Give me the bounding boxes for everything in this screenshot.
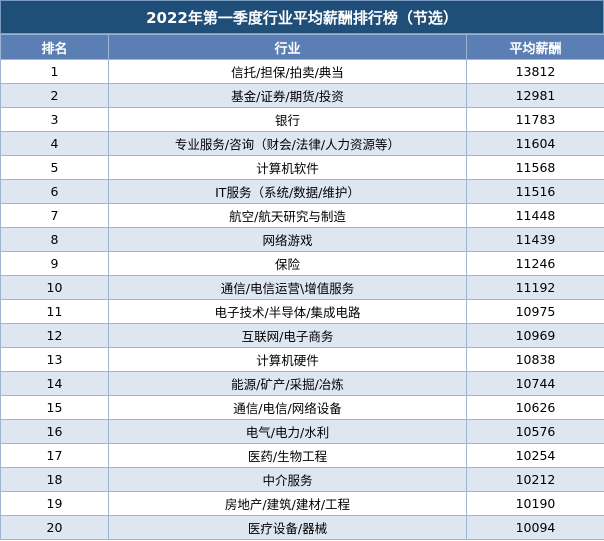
rank-cell: 9 bbox=[0, 251, 109, 276]
rank-cell: 16 bbox=[0, 419, 109, 444]
rank-cell: 14 bbox=[0, 371, 109, 396]
table-header-row: 排名 行业 平均薪酬 bbox=[0, 34, 604, 60]
salary-cell: 11516 bbox=[466, 179, 604, 204]
industry-cell: 信托/担保/拍卖/典当 bbox=[108, 59, 467, 84]
table-row: 8 网络游戏 11439 bbox=[0, 227, 604, 252]
industry-cell: IT服务（系统/数据/维护） bbox=[108, 179, 467, 204]
industry-cell: 计算机软件 bbox=[108, 155, 467, 180]
column-header-rank: 排名 bbox=[0, 34, 109, 60]
rank-cell: 1 bbox=[0, 59, 109, 84]
rank-cell: 17 bbox=[0, 443, 109, 468]
column-header-salary: 平均薪酬 bbox=[466, 34, 604, 60]
salary-cell: 10626 bbox=[466, 395, 604, 420]
rank-cell: 4 bbox=[0, 131, 109, 156]
industry-cell: 航空/航天研究与制造 bbox=[108, 203, 467, 228]
industry-cell: 电子技术/半导体/集成电路 bbox=[108, 299, 467, 324]
table-row: 4 专业服务/咨询（财会/法律/人力资源等） 11604 bbox=[0, 131, 604, 156]
industry-cell: 房地产/建筑/建材/工程 bbox=[108, 491, 467, 516]
rank-cell: 7 bbox=[0, 203, 109, 228]
salary-cell: 11604 bbox=[466, 131, 604, 156]
industry-cell: 通信/电信运营\增值服务 bbox=[108, 275, 467, 300]
industry-cell: 银行 bbox=[108, 107, 467, 132]
salary-cell: 11246 bbox=[466, 251, 604, 276]
table-row: 12 互联网/电子商务 10969 bbox=[0, 323, 604, 348]
salary-ranking-table: 排名 行业 平均薪酬 1 信托/担保/拍卖/典当 13812 2 基金/证券/期… bbox=[0, 34, 604, 540]
table-row: 10 通信/电信运营\增值服务 11192 bbox=[0, 275, 604, 300]
column-header-industry: 行业 bbox=[108, 34, 467, 60]
salary-cell: 11439 bbox=[466, 227, 604, 252]
table-row: 16 电气/电力/水利 10576 bbox=[0, 419, 604, 444]
salary-cell: 13812 bbox=[466, 59, 604, 84]
salary-cell: 11192 bbox=[466, 275, 604, 300]
table-row: 13 计算机硬件 10838 bbox=[0, 347, 604, 372]
rank-cell: 12 bbox=[0, 323, 109, 348]
salary-cell: 10190 bbox=[466, 491, 604, 516]
salary-cell: 10254 bbox=[466, 443, 604, 468]
table-row: 7 航空/航天研究与制造 11448 bbox=[0, 203, 604, 228]
table-body: 1 信托/担保/拍卖/典当 13812 2 基金/证券/期货/投资 12 98 1 … bbox=[0, 59, 604, 540]
industry-cell: 医药/生物工程 bbox=[108, 443, 467, 468]
table-row: 2 基金/证券/期货/投资 12981 bbox=[0, 83, 604, 108]
table-row: 15 通信/电信/网络设备 10626 bbox=[0, 395, 604, 420]
rank-cell: 20 bbox=[0, 515, 109, 540]
salary-cell: 10576 bbox=[466, 419, 604, 444]
table-row: 18 中介服务 10212 bbox=[0, 467, 604, 492]
rank-cell: 10 bbox=[0, 275, 109, 300]
table-row: 9 保险 11246 bbox=[0, 251, 604, 276]
rank-cell: 6 bbox=[0, 179, 109, 204]
industry-cell: 能源/矿产/采掘/冶炼 bbox=[108, 371, 467, 396]
industry-cell: 专业服务/咨询（财会/法律/人力资源等） bbox=[108, 131, 467, 156]
rank-cell: 8 bbox=[0, 227, 109, 252]
industry-cell: 互联网/电子商务 bbox=[108, 323, 467, 348]
salary-cell: 10094 bbox=[466, 515, 604, 540]
salary-cell: 10975 bbox=[466, 299, 604, 324]
industry-cell: 通信/电信/网络设备 bbox=[108, 395, 467, 420]
salary-cell: 10744 bbox=[466, 371, 604, 396]
table-row: 5 计算机软件 11568 bbox=[0, 155, 604, 180]
table-row: 1 信托/担保/拍卖/典当 13812 bbox=[0, 59, 604, 84]
salary-cell: 10969 bbox=[466, 323, 604, 348]
industry-cell: 中介服务 bbox=[108, 467, 467, 492]
table-row: 19 房地产/建筑/建材/工程 10190 bbox=[0, 491, 604, 516]
industry-cell: 基金/证券/期货/投资 bbox=[108, 83, 467, 108]
table-title: 2022年第一季度行业平均薪酬排行榜（节选） bbox=[0, 0, 604, 34]
table-row: 3 银行 11783 bbox=[0, 107, 604, 132]
industry-cell: 计算机硬件 bbox=[108, 347, 467, 372]
table-row: 17 医药/生物工程 10254 bbox=[0, 443, 604, 468]
rank-cell: 11 bbox=[0, 299, 109, 324]
salary-cell: 11783 bbox=[466, 107, 604, 132]
salary-cell: 10838 bbox=[466, 347, 604, 372]
rank-cell: 5 bbox=[0, 155, 109, 180]
rank-cell: 13 bbox=[0, 347, 109, 372]
table-row: 11 电子技术/半导体/集成电路 10975 bbox=[0, 299, 604, 324]
salary-cell: 11568 bbox=[466, 155, 604, 180]
table-row: 14 能源/矿产/采掘/冶炼 10744 bbox=[0, 371, 604, 396]
salary-cell: 11448 bbox=[466, 203, 604, 228]
table-row: 20 医疗设备/器械 10094 bbox=[0, 515, 604, 540]
industry-cell: 电气/电力/水利 bbox=[108, 419, 467, 444]
industry-cell: 保险 bbox=[108, 251, 467, 276]
rank-cell: 19 bbox=[0, 491, 109, 516]
industry-cell: 网络游戏 bbox=[108, 227, 467, 252]
rank-cell: 3 bbox=[0, 107, 109, 132]
rank-cell: 18 bbox=[0, 467, 109, 492]
salary-cell: 10212 bbox=[466, 467, 604, 492]
salary-cell: 12981 bbox=[466, 83, 604, 108]
industry-cell: 医疗设备/器械 bbox=[108, 515, 467, 540]
rank-cell: 15 bbox=[0, 395, 109, 420]
rank-cell: 2 bbox=[0, 83, 109, 108]
table-row: 6 IT服务（系统/数据/维护） 11516 bbox=[0, 179, 604, 204]
